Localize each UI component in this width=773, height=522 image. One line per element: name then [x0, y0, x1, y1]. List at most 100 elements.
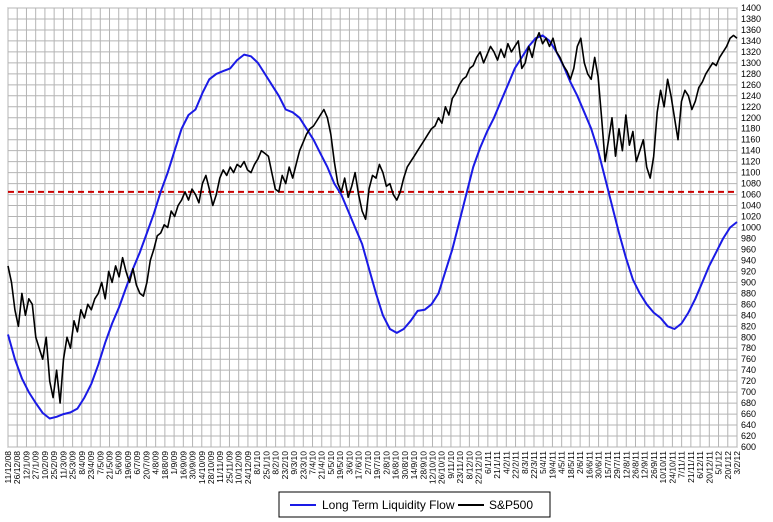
- x-tick-label: 12/1/09: [21, 451, 31, 480]
- x-tick-label: 24/12/09: [243, 451, 253, 484]
- chart-grid: [7, 7, 738, 448]
- y-tick-label: 1300: [741, 58, 761, 68]
- x-tick-label: 12/10/10: [427, 451, 437, 484]
- y-tick-label: 1220: [741, 102, 761, 112]
- x-tick-label: 4/5/11: [557, 451, 567, 474]
- legend-label-liquidity-flow: Long Term Liquidity Flow: [322, 498, 455, 512]
- x-tick-label: 2/7/10: [363, 451, 373, 475]
- x-tick-label: 12/9/11: [640, 451, 650, 479]
- x-tick-label: 5/4/11: [538, 451, 548, 474]
- x-tick-label: 30/6/11: [594, 451, 604, 479]
- y-tick-label: 1040: [741, 201, 761, 211]
- x-tick-label: 16/9/09: [178, 451, 188, 480]
- x-tick-label: 23/11/10: [455, 451, 465, 484]
- x-tick-label: 10/12/09: [234, 451, 244, 484]
- x-tick-label: 22/2/11: [511, 451, 521, 479]
- x-tick-label: 5/6/09: [114, 451, 124, 475]
- y-tick-label: 620: [741, 431, 756, 441]
- y-tick-label: 1180: [741, 124, 760, 134]
- y-tick-label: 1120: [741, 157, 760, 167]
- x-tick-label: 28/9/10: [418, 451, 428, 480]
- x-tick-label: 3/6/10: [344, 451, 354, 475]
- y-tick-label: 920: [741, 266, 756, 276]
- x-tick-label: 27/1/09: [31, 451, 41, 480]
- y-tick-label: 900: [741, 277, 756, 287]
- x-tick-label: 5/5/10: [326, 451, 336, 475]
- series-line-liquidity-flow: [7, 34, 738, 420]
- x-tick-label: 21/5/09: [105, 451, 115, 480]
- x-tick-label: 11/12/08: [3, 451, 13, 484]
- x-tick-label: 19/4/11: [547, 451, 557, 479]
- x-tick-label: 26/10/10: [437, 451, 447, 484]
- x-tick-label: 30/9/09: [188, 451, 198, 480]
- y-axis-tick-labels: 6006206406606807007207407607808008208408…: [741, 3, 761, 452]
- x-tick-label: 25/2/09: [49, 451, 59, 480]
- x-tick-label: 25/1/10: [261, 451, 271, 480]
- x-tick-label: 11/11/09: [215, 451, 225, 483]
- x-tick-label: 9/3/10: [289, 451, 299, 475]
- x-tick-label: 26/8/11: [630, 451, 640, 479]
- y-tick-label: 760: [741, 354, 756, 364]
- x-tick-label: 4/2/11: [501, 451, 511, 474]
- x-tick-label: 23/4/09: [86, 451, 96, 480]
- x-tick-label: 16/6/11: [584, 451, 594, 479]
- x-tick-label: 24/10/11: [667, 451, 677, 484]
- x-tick-label: 9/11/10: [446, 451, 456, 479]
- y-tick-label: 1000: [741, 223, 761, 233]
- x-tick-label: 6/1/11: [483, 451, 493, 474]
- x-tick-label: 10/2/09: [40, 451, 50, 480]
- y-tick-label: 960: [741, 244, 756, 254]
- x-tick-label: 21/4/10: [317, 451, 327, 480]
- legend-box: [278, 491, 551, 518]
- y-tick-label: 800: [741, 332, 756, 342]
- x-tick-label: 2/6/11: [575, 451, 585, 474]
- x-tick-label: 22/12/10: [474, 451, 484, 484]
- x-tick-label: 26/12/08: [12, 451, 22, 484]
- x-tick-label: 18/5/11: [566, 451, 576, 479]
- x-tick-label: 25/3/09: [68, 451, 78, 480]
- x-tick-label: 7/5/09: [95, 451, 105, 475]
- y-tick-label: 600: [741, 442, 756, 452]
- y-tick-label: 820: [741, 321, 756, 331]
- y-tick-label: 1280: [741, 69, 761, 79]
- x-tick-label: 21/11/11: [686, 451, 696, 483]
- x-tick-label: 7/11/11: [677, 451, 687, 478]
- x-tick-label: 19/7/10: [372, 451, 382, 480]
- y-tick-label: 1380: [741, 14, 761, 24]
- x-tick-label: 8/4/09: [77, 451, 87, 475]
- x-tick-label: 2/8/10: [381, 451, 391, 475]
- series-layer: [7, 31, 738, 420]
- x-tick-label: 22/3/11: [529, 451, 539, 479]
- x-tick-label: 8/12/10: [464, 451, 474, 480]
- y-tick-label: 980: [741, 233, 756, 243]
- y-tick-label: 1200: [741, 113, 761, 123]
- y-tick-label: 700: [741, 387, 756, 397]
- x-tick-label: 17/6/10: [354, 451, 364, 480]
- x-tick-label: 5/1/12: [714, 451, 724, 475]
- x-tick-label: 23/3/10: [298, 451, 308, 480]
- y-tick-label: 680: [741, 398, 756, 408]
- x-tick-label: 19/5/10: [335, 451, 345, 480]
- x-tick-label: 19/6/09: [123, 451, 133, 480]
- x-tick-label: 16/8/10: [391, 451, 401, 480]
- x-tick-label: 14/10/09: [197, 451, 207, 484]
- y-tick-label: 1060: [741, 190, 761, 200]
- legend-label-sp500: S&P500: [489, 498, 533, 512]
- legend: Long Term Liquidity Flow S&P500: [278, 491, 551, 518]
- x-tick-label: 14/9/10: [409, 451, 419, 480]
- y-tick-label: 1020: [741, 212, 761, 222]
- y-tick-label: 1340: [741, 36, 761, 46]
- x-tick-label: 8/3/11: [520, 451, 530, 474]
- x-tick-label: 23/2/10: [280, 451, 290, 480]
- y-tick-label: 1260: [741, 80, 761, 90]
- x-tick-label: 7/4/10: [308, 451, 318, 475]
- x-tick-label: 18/8/09: [160, 451, 170, 480]
- y-tick-label: 840: [741, 310, 756, 320]
- x-tick-label: 11/3/09: [58, 451, 68, 479]
- x-tick-label: 29/7/11: [612, 451, 622, 479]
- y-tick-label: 1080: [741, 179, 761, 189]
- x-tick-label: 8/1/10: [252, 451, 262, 475]
- x-tick-label: 30/8/10: [400, 451, 410, 480]
- y-tick-label: 1320: [741, 47, 761, 57]
